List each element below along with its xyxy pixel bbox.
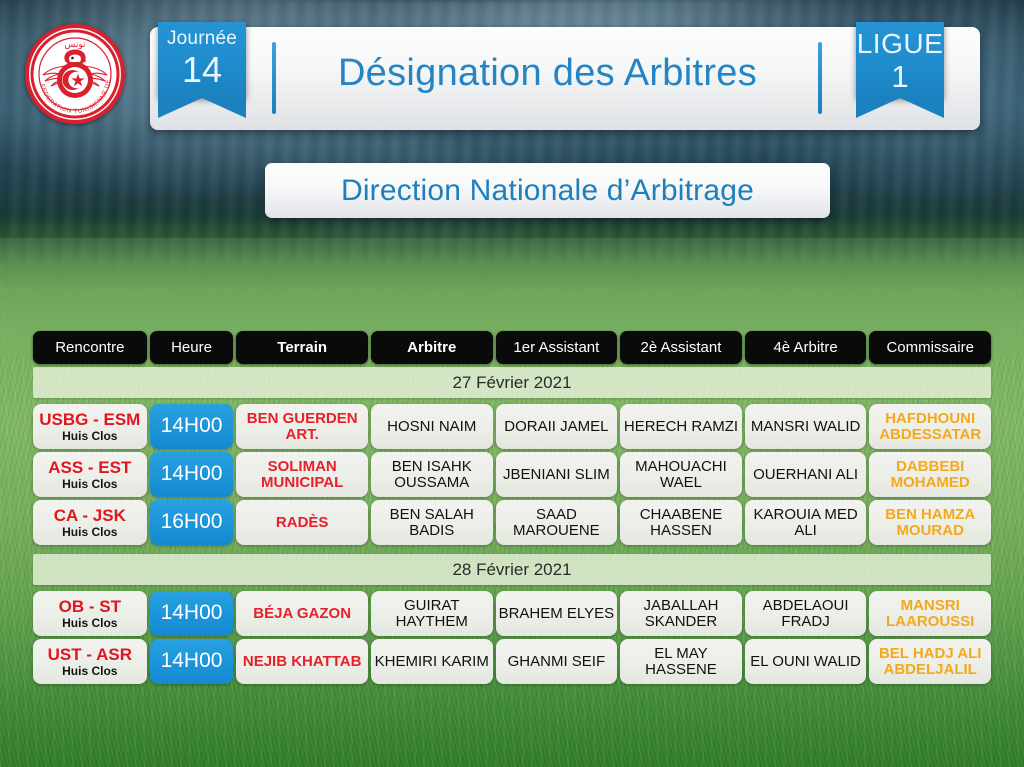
cell-1er-assistant: SAAD MAROUENE (495, 500, 618, 545)
cell-commissaire: DABBEBI MOHAMED (869, 452, 991, 497)
cell-2e-assistant: JABALLAH SKANDER (620, 591, 742, 636)
cell-heure: 14H00 (149, 452, 234, 497)
cell-2e-assistant: EL MAY HASSENE (620, 639, 742, 684)
column-header-1er-assistant: 1er Assistant (495, 331, 618, 364)
cell-commissaire: BEN HAMZA MOURAD (869, 500, 991, 545)
svg-text:تونس: تونس (64, 40, 86, 50)
cell-arbitre: BEN SALAH BADIS (370, 500, 493, 545)
ligue-badge: LIGUE 1 (856, 22, 944, 118)
column-header-2e-assistant: 2è Assistant (620, 331, 742, 364)
cell-rencontre: ASS - EST Huis Clos (33, 452, 147, 497)
match-teams: CA - JSK (53, 506, 126, 525)
journee-number: 14 (181, 49, 223, 90)
cell-2e-assistant: HERECH RAMZI (620, 404, 742, 449)
cell-4e-arbitre: ABDELAOUI FRADJ (744, 591, 867, 636)
header-divider-left (272, 42, 276, 114)
cell-4e-arbitre: KAROUIA MED ALI (744, 500, 867, 545)
cell-1er-assistant: DORAII JAMEL (495, 404, 618, 449)
cell-4e-arbitre: MANSRI WALID (744, 404, 867, 449)
cell-arbitre: GUIRAT HAYTHEM (370, 591, 493, 636)
cell-rencontre: USBG - ESM Huis Clos (33, 404, 147, 449)
cell-heure: 14H00 (149, 404, 234, 449)
table-row: OB - ST Huis Clos 14H00 BÉJA GAZON GUIRA… (33, 591, 991, 636)
match-note: Huis Clos (62, 477, 118, 491)
subtitle-plate: Direction Nationale d’Arbitrage (265, 163, 830, 218)
column-header-heure: Heure (149, 331, 234, 364)
cell-rencontre: UST - ASR Huis Clos (33, 639, 147, 684)
journee-label: Journée (166, 28, 238, 49)
column-header-terrain: Terrain (236, 331, 368, 364)
match-note: Huis Clos (62, 664, 118, 678)
match-note: Huis Clos (62, 429, 118, 443)
cell-terrain: SOLIMAN MUNICIPAL (236, 452, 368, 497)
match-note: Huis Clos (62, 525, 118, 539)
ftf-emblem-icon: تونس FEDERATION TUNISIENNE DE FOOTBALL (29, 28, 120, 119)
cell-arbitre: HOSNI NAIM (370, 404, 493, 449)
cell-heure: 14H00 (149, 639, 234, 684)
table-row: CA - JSK Huis Clos 16H00 RADÈS BEN SALAH… (33, 500, 991, 545)
cell-rencontre: CA - JSK Huis Clos (33, 500, 147, 545)
journee-badge: Journée 14 (158, 22, 246, 118)
cell-heure: 14H00 (149, 591, 234, 636)
cell-4e-arbitre: OUERHANI ALI (744, 452, 867, 497)
cell-commissaire: HAFDHOUNI ABDESSATAR (869, 404, 991, 449)
date-band: 28 Février 2021 (33, 554, 991, 585)
cell-1er-assistant: GHANMI SEIF (495, 639, 618, 684)
cell-2e-assistant: CHAABENE HASSEN (620, 500, 742, 545)
table-row: USBG - ESM Huis Clos 14H00 BEN GUERDEN A… (33, 404, 991, 449)
table-header-row: Rencontre Heure Terrain Arbitre 1er Assi… (33, 331, 991, 364)
cell-arbitre: BEN ISAHK OUSSAMA (370, 452, 493, 497)
cell-1er-assistant: BRAHEM ELYES (495, 591, 618, 636)
designations-table: Rencontre Heure Terrain Arbitre 1er Assi… (33, 331, 991, 687)
column-header-rencontre: Rencontre (33, 331, 147, 364)
match-teams: UST - ASR (47, 645, 132, 664)
ligue-label: LIGUE (856, 28, 944, 59)
page-title: Désignation des Arbitres (337, 52, 758, 94)
cell-commissaire: BEL HADJ ALI ABDELJALIL (869, 639, 991, 684)
match-teams: OB - ST (58, 597, 121, 616)
match-note: Huis Clos (62, 616, 118, 630)
header-plate (150, 27, 980, 130)
cell-rencontre: OB - ST Huis Clos (33, 591, 147, 636)
header: تونس FEDERATION TUNISIENNE DE FOOTBALL J… (0, 0, 1024, 240)
cell-commissaire: MANSRI LAAROUSSI (869, 591, 991, 636)
cell-terrain: RADÈS (236, 500, 368, 545)
cell-terrain: BÉJA GAZON (236, 591, 368, 636)
column-header-4e-arbitre: 4è Arbitre (744, 331, 867, 364)
header-divider-right (818, 42, 822, 114)
cell-terrain: NEJIB KHATTAB (236, 639, 368, 684)
cell-terrain: BEN GUERDEN ART. (236, 404, 368, 449)
table-row: UST - ASR Huis Clos 14H00 NEJIB KHATTAB … (33, 639, 991, 684)
column-header-arbitre: Arbitre (370, 331, 493, 364)
date-band: 27 Février 2021 (33, 367, 991, 398)
ftf-logo-icon: تونس FEDERATION TUNISIENNE DE FOOTBALL (25, 24, 125, 124)
subtitle: Direction Nationale d’Arbitrage (340, 173, 755, 207)
ligue-number: 1 (891, 59, 909, 94)
match-teams: ASS - EST (48, 458, 132, 477)
cell-arbitre: KHEMIRI KARIM (370, 639, 493, 684)
cell-2e-assistant: MAHOUACHI WAEL (620, 452, 742, 497)
match-teams: USBG - ESM (39, 410, 141, 429)
cell-4e-arbitre: EL OUNI WALID (744, 639, 867, 684)
column-header-commissaire: Commissaire (869, 331, 991, 364)
cell-heure: 16H00 (149, 500, 234, 545)
table-row: ASS - EST Huis Clos 14H00 SOLIMAN MUNICI… (33, 452, 991, 497)
cell-1er-assistant: JBENIANI SLIM (495, 452, 618, 497)
